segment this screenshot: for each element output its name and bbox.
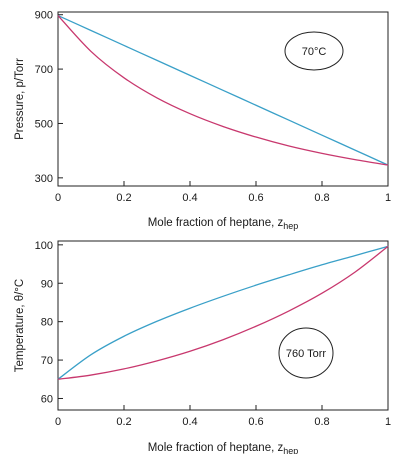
- x-axis-label-subscript: hep: [283, 221, 298, 231]
- y-tick-label: 700: [35, 64, 53, 76]
- y-tick-label: 900: [35, 10, 53, 22]
- y-tick-label: 500: [35, 118, 53, 130]
- chart-panel-1: 0 0.2 0.4 0.6 0.8 1 300 500 700 900 70°C Mole fract…: [14, 10, 391, 231]
- x-tick-label: 1: [385, 192, 391, 204]
- plot-frame: [57, 240, 389, 411]
- x-tick-label: 0.6: [248, 416, 263, 428]
- y-axis-label: Pressure, p/Torr: [14, 58, 26, 140]
- x-tick-label: 0.2: [116, 416, 131, 428]
- y-tick-label: 60: [41, 393, 53, 405]
- x-tick-label: 0: [55, 416, 61, 428]
- y-axis-label: Temperature, θ/°C: [14, 279, 26, 372]
- y-tick-label: 80: [41, 317, 53, 329]
- x-tick-label: 0.6: [248, 192, 263, 204]
- annotation-circle: [278, 327, 334, 379]
- plot-frame: [57, 11, 389, 187]
- series-line-1: [57, 245, 389, 380]
- annotation-circle: [284, 31, 344, 71]
- y-tick-label: 70: [41, 355, 53, 367]
- series-line-2: [57, 245, 389, 380]
- x-tick-label: 0.8: [314, 192, 329, 204]
- x-axis-label-subscript: hep: [283, 446, 298, 454]
- y-tick-label: 90: [41, 278, 53, 290]
- x-axis-label: Mole fraction of heptane, zhep: [148, 217, 299, 231]
- y-tick-label: 300: [35, 173, 53, 185]
- x-tick-label: 1: [385, 416, 391, 428]
- chart-panel-2: 0 0.2 0.4 0.6 0.8 1 60 70 80 90 100 760 Torr Mole fr…: [14, 240, 391, 454]
- annotation-label: 760 Torr: [286, 348, 326, 360]
- x-tick-label: 0.8: [314, 416, 329, 428]
- annotation-label: 70°C: [302, 46, 327, 58]
- x-tick-label: 0.4: [182, 416, 197, 428]
- x-tick-label: 0: [55, 192, 61, 204]
- x-tick-label: 0.2: [116, 192, 131, 204]
- y-tick-label: 100: [35, 240, 53, 252]
- series-line-2: [57, 15, 389, 166]
- series-line-1: [57, 14, 389, 166]
- x-tick-label: 0.4: [182, 192, 197, 204]
- x-axis-label: Mole fraction of heptane, zhep: [148, 442, 299, 454]
